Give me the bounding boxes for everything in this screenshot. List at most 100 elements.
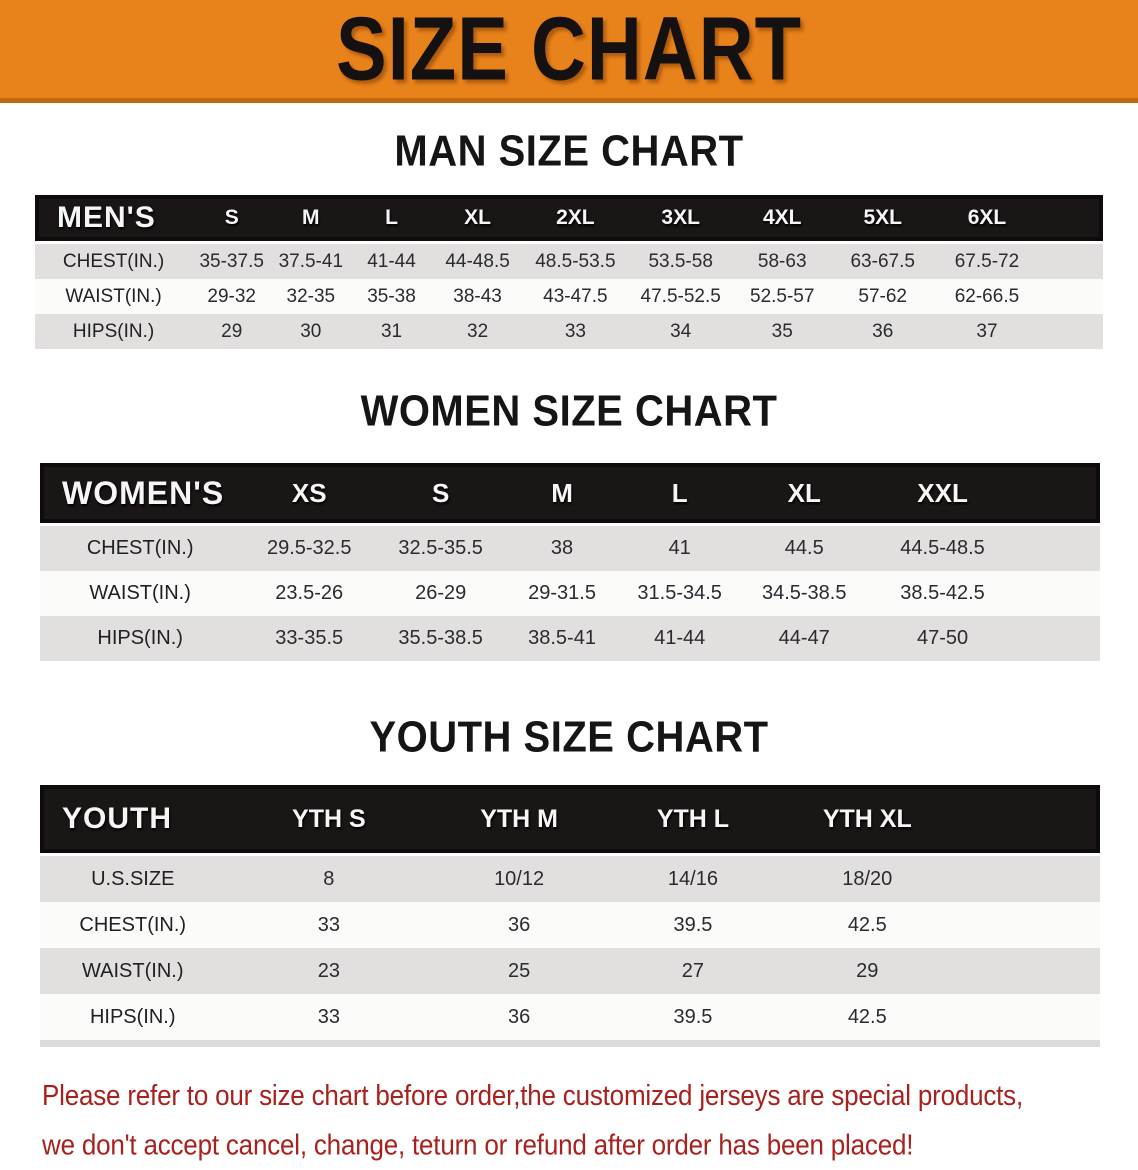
size-chart-banner: SIZE CHART	[0, 0, 1138, 103]
row-filler	[1040, 314, 1103, 349]
row-filler	[1015, 571, 1100, 616]
row-filler	[955, 856, 1100, 902]
value-cell: 57-62	[831, 279, 934, 314]
disclaimer-line-2: we don't accept cancel, change, teturn o…	[42, 1121, 1138, 1170]
value-cell: 44-47	[739, 616, 870, 661]
value-cell: 38.5-41	[503, 616, 621, 661]
row-filler	[1040, 279, 1103, 314]
value-cell: 41-44	[621, 616, 739, 661]
value-cell: 29.5-32.5	[240, 526, 378, 571]
row-label: HIPS(IN.)	[40, 616, 240, 661]
value-cell: 42.5	[780, 994, 955, 1047]
value-cell: 38.5-42.5	[870, 571, 1015, 616]
banner-title: SIZE CHART	[336, 0, 802, 100]
row-filler	[955, 902, 1100, 948]
row-filler	[1015, 616, 1100, 661]
value-cell: 36	[432, 902, 606, 948]
value-cell: 42.5	[780, 902, 955, 948]
row-label: HIPS(IN.)	[40, 994, 226, 1047]
value-cell: 29-32	[192, 279, 271, 314]
size-header-cell: S	[378, 463, 503, 526]
row-filler	[955, 994, 1100, 1047]
value-cell: 18/20	[780, 856, 955, 902]
size-header-cell: L	[621, 463, 739, 526]
row-label: CHEST(IN.)	[40, 902, 226, 948]
value-cell: 34.5-38.5	[739, 571, 870, 616]
size-header-cell: M	[271, 195, 350, 244]
value-cell: 41	[621, 526, 739, 571]
size-header-cell: 6XL	[934, 195, 1040, 244]
value-cell: 48.5-53.5	[522, 244, 628, 279]
value-cell: 33	[226, 902, 433, 948]
size-header-cell: L	[350, 195, 432, 244]
value-cell: 32.5-35.5	[378, 526, 503, 571]
size-header-cell: YTH M	[432, 785, 606, 856]
value-cell: 58-63	[733, 244, 831, 279]
size-header-cell: S	[192, 195, 271, 244]
value-cell: 35-38	[350, 279, 432, 314]
value-cell: 37.5-41	[271, 244, 350, 279]
value-cell: 29	[780, 948, 955, 994]
value-cell: 8	[226, 856, 433, 902]
row-filler	[955, 948, 1100, 994]
group-label: MEN'S	[35, 195, 192, 244]
value-cell: 47.5-52.5	[628, 279, 733, 314]
size-header-cell: XXL	[870, 463, 1015, 526]
disclaimer-line-1: Please refer to our size chart before or…	[42, 1071, 1138, 1121]
value-cell: 33-35.5	[240, 616, 378, 661]
size-header-cell: XS	[240, 463, 378, 526]
value-cell: 27	[606, 948, 780, 994]
value-cell: 36	[831, 314, 934, 349]
group-label: YOUTH	[40, 785, 226, 856]
man-size-chart-heading: MAN SIZE CHART	[0, 127, 1138, 175]
value-cell: 29-31.5	[503, 571, 621, 616]
value-cell: 25	[432, 948, 606, 994]
size-header-cell: 5XL	[831, 195, 934, 244]
value-cell: 41-44	[350, 244, 432, 279]
value-cell: 26-29	[378, 571, 503, 616]
value-cell: 39.5	[606, 994, 780, 1047]
row-label: WAIST(IN.)	[40, 571, 240, 616]
value-cell: 44-48.5	[433, 244, 523, 279]
size-header-cell: YTH L	[606, 785, 780, 856]
value-cell: 31	[350, 314, 432, 349]
header-filler	[955, 785, 1100, 856]
value-cell: 36	[432, 994, 606, 1047]
row-label: WAIST(IN.)	[40, 948, 226, 994]
disclaimer: Please refer to our size chart before or…	[42, 1071, 1138, 1170]
value-cell: 34	[628, 314, 733, 349]
row-label: HIPS(IN.)	[35, 314, 192, 349]
value-cell: 35.5-38.5	[378, 616, 503, 661]
women-size-chart-heading: WOMEN SIZE CHART	[0, 387, 1138, 435]
value-cell: 39.5	[606, 902, 780, 948]
value-cell: 32-35	[271, 279, 350, 314]
row-label: CHEST(IN.)	[40, 526, 240, 571]
size-header-cell: M	[503, 463, 621, 526]
value-cell: 47-50	[870, 616, 1015, 661]
value-cell: 44.5-48.5	[870, 526, 1015, 571]
value-cell: 52.5-57	[733, 279, 831, 314]
value-cell: 32	[433, 314, 523, 349]
size-header-cell: 3XL	[628, 195, 733, 244]
size-header-cell: YTH XL	[780, 785, 955, 856]
size-header-cell: 2XL	[522, 195, 628, 244]
value-cell: 23	[226, 948, 433, 994]
value-cell: 38-43	[433, 279, 523, 314]
size-header-cell: XL	[739, 463, 870, 526]
